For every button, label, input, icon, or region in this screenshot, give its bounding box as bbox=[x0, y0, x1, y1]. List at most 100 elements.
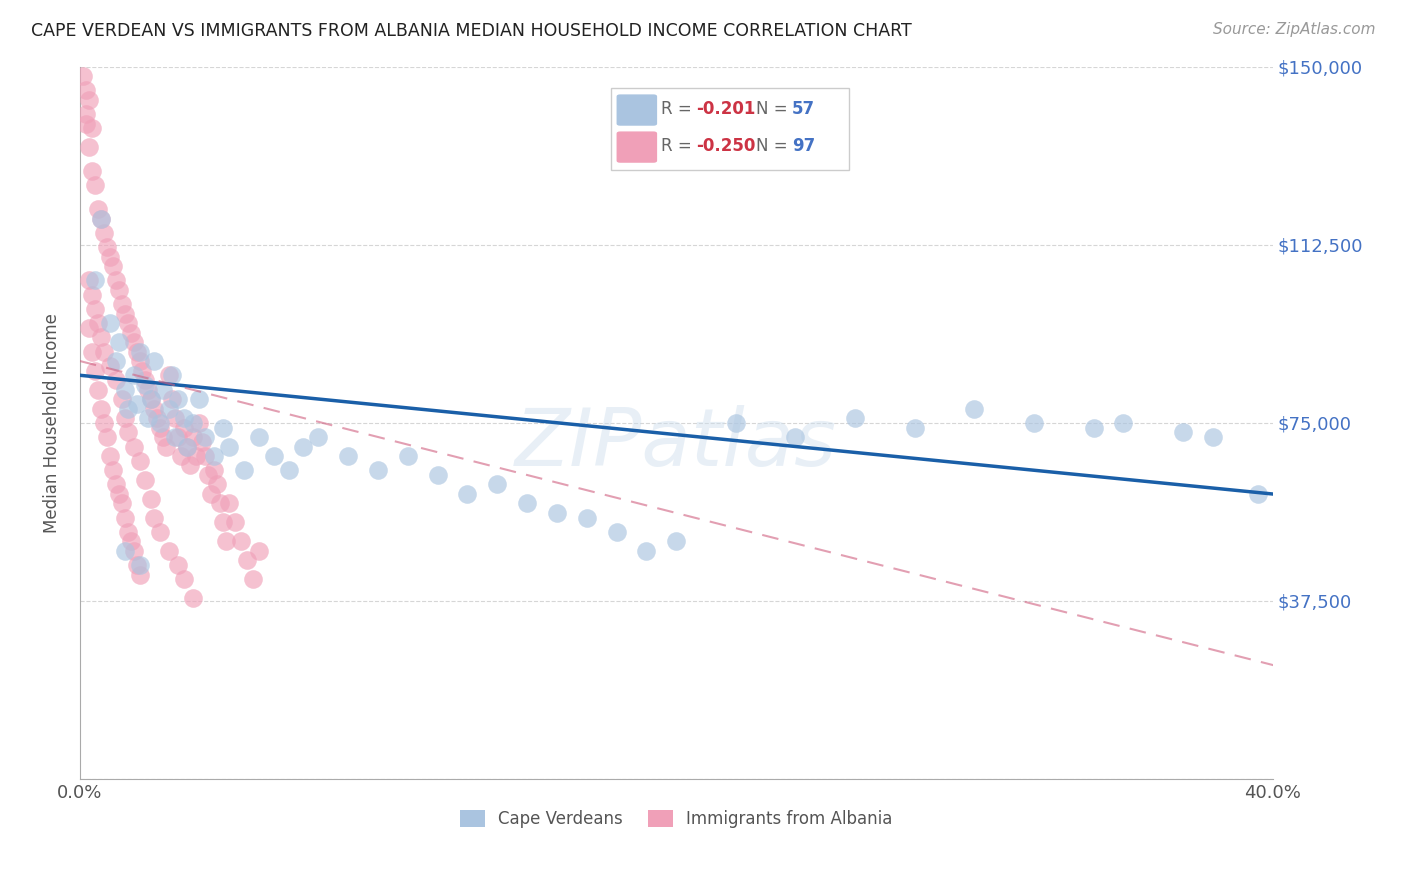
Point bbox=[191, 434, 214, 449]
Point bbox=[205, 477, 228, 491]
Point bbox=[98, 449, 121, 463]
Point bbox=[844, 411, 866, 425]
Point bbox=[212, 516, 235, 530]
Point bbox=[232, 463, 254, 477]
Point bbox=[165, 430, 187, 444]
Point bbox=[107, 283, 129, 297]
Point bbox=[247, 430, 270, 444]
FancyBboxPatch shape bbox=[617, 131, 657, 162]
Point bbox=[149, 416, 172, 430]
Point bbox=[236, 553, 259, 567]
Point bbox=[165, 411, 187, 425]
Point bbox=[155, 440, 177, 454]
Point bbox=[77, 273, 100, 287]
FancyBboxPatch shape bbox=[610, 88, 849, 169]
Point bbox=[904, 420, 927, 434]
Point bbox=[75, 117, 97, 131]
Point bbox=[87, 316, 110, 330]
Point bbox=[162, 392, 184, 406]
Point bbox=[1083, 420, 1105, 434]
Point bbox=[516, 496, 538, 510]
Point bbox=[93, 416, 115, 430]
Point bbox=[181, 416, 204, 430]
Point bbox=[83, 363, 105, 377]
Point bbox=[152, 383, 174, 397]
Point bbox=[149, 420, 172, 434]
Text: -0.250: -0.250 bbox=[696, 137, 756, 155]
Point bbox=[114, 411, 136, 425]
Point bbox=[1246, 487, 1268, 501]
Point bbox=[87, 202, 110, 216]
Point bbox=[197, 468, 219, 483]
Point bbox=[194, 430, 217, 444]
Point bbox=[87, 383, 110, 397]
Point bbox=[90, 211, 112, 226]
Point bbox=[242, 573, 264, 587]
Point bbox=[263, 449, 285, 463]
Point bbox=[606, 524, 628, 539]
Point bbox=[176, 440, 198, 454]
Point bbox=[456, 487, 478, 501]
Point bbox=[80, 164, 103, 178]
Point bbox=[83, 178, 105, 193]
Point bbox=[1202, 430, 1225, 444]
Point bbox=[212, 420, 235, 434]
Point bbox=[134, 473, 156, 487]
Point bbox=[546, 506, 568, 520]
Point bbox=[107, 487, 129, 501]
Point bbox=[785, 430, 807, 444]
Point bbox=[114, 544, 136, 558]
Point bbox=[122, 368, 145, 383]
Point bbox=[117, 316, 139, 330]
Point bbox=[75, 107, 97, 121]
Point bbox=[143, 401, 166, 416]
Point bbox=[98, 250, 121, 264]
Point bbox=[72, 69, 94, 83]
Point bbox=[138, 383, 160, 397]
Point bbox=[77, 320, 100, 334]
Point bbox=[247, 544, 270, 558]
Point bbox=[337, 449, 360, 463]
Text: CAPE VERDEAN VS IMMIGRANTS FROM ALBANIA MEDIAN HOUSEHOLD INCOME CORRELATION CHAR: CAPE VERDEAN VS IMMIGRANTS FROM ALBANIA … bbox=[31, 22, 911, 40]
Point bbox=[77, 93, 100, 107]
Point bbox=[110, 392, 132, 406]
Point bbox=[125, 397, 148, 411]
Point bbox=[104, 373, 127, 387]
Point bbox=[122, 544, 145, 558]
Point bbox=[120, 326, 142, 340]
Text: ZIPatlas: ZIPatlas bbox=[515, 405, 837, 483]
Point bbox=[173, 411, 195, 425]
Point bbox=[110, 496, 132, 510]
Text: 97: 97 bbox=[792, 137, 815, 155]
Point bbox=[122, 440, 145, 454]
Point bbox=[122, 334, 145, 349]
Point bbox=[292, 440, 315, 454]
Point bbox=[146, 411, 169, 425]
Point bbox=[80, 121, 103, 136]
Point bbox=[141, 392, 163, 406]
Point bbox=[114, 510, 136, 524]
Point bbox=[194, 449, 217, 463]
Point bbox=[188, 392, 211, 406]
Point bbox=[143, 354, 166, 368]
Point bbox=[724, 416, 747, 430]
Point bbox=[181, 591, 204, 606]
Point bbox=[110, 297, 132, 311]
Point bbox=[134, 377, 156, 392]
Point bbox=[157, 368, 180, 383]
Point bbox=[143, 510, 166, 524]
Point bbox=[93, 344, 115, 359]
Point bbox=[93, 226, 115, 240]
Point bbox=[167, 392, 190, 406]
Point bbox=[575, 510, 598, 524]
Text: N =: N = bbox=[756, 137, 787, 155]
Legend: Cape Verdeans, Immigrants from Albania: Cape Verdeans, Immigrants from Albania bbox=[453, 803, 900, 835]
Point bbox=[202, 449, 225, 463]
Point bbox=[157, 401, 180, 416]
Point bbox=[200, 487, 222, 501]
Point bbox=[1112, 416, 1135, 430]
Point bbox=[208, 496, 231, 510]
Point bbox=[117, 425, 139, 440]
Point bbox=[134, 373, 156, 387]
Point bbox=[162, 368, 184, 383]
